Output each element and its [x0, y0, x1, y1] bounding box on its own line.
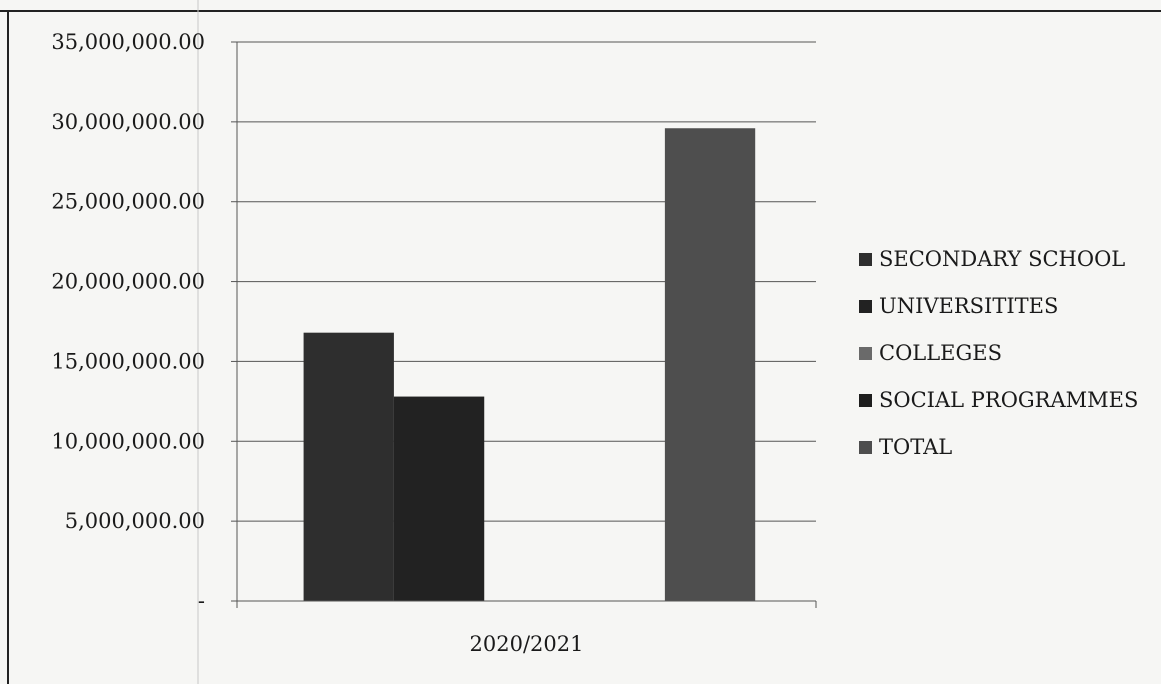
- x-tick-label: 2020/2021: [470, 632, 584, 656]
- bar-secondary-school: [303, 332, 394, 601]
- legend-label: COLLEGES: [879, 341, 1002, 365]
- y-tick-label: 20,000,000.00: [51, 270, 205, 294]
- legend-swatch: [859, 441, 872, 454]
- y-tick-label: 30,000,000.00: [51, 110, 205, 134]
- bar-universitites: [393, 396, 485, 601]
- y-tick-label: 15,000,000.00: [51, 349, 205, 373]
- bars: [303, 128, 756, 601]
- y-tick-label: -: [198, 589, 205, 613]
- legend-label: SECONDARY SCHOOL: [879, 247, 1125, 271]
- legend: SECONDARY SCHOOL UNIVERSITITES COLLEGES SOC…: [859, 247, 1138, 459]
- y-tick-label: 35,000,000.00: [51, 30, 205, 54]
- y-tick-labels: - 5,000,000.00 10,000,000.00 15,000,000.00 2…: [51, 30, 237, 613]
- legend-swatch: [859, 347, 872, 360]
- y-tick-label: 25,000,000.00: [51, 190, 205, 214]
- legend-swatch: [859, 253, 872, 266]
- legend-label: TOTAL: [879, 435, 952, 459]
- legend-label: UNIVERSITITES: [879, 294, 1058, 318]
- legend-swatch: [859, 300, 872, 313]
- bar-total: [664, 128, 756, 601]
- y-tick-label: 5,000,000.00: [65, 509, 205, 533]
- axes: [236, 42, 817, 608]
- y-tick-label: 10,000,000.00: [51, 429, 205, 453]
- legend-swatch: [859, 394, 872, 407]
- legend-label: SOCIAL PROGRAMMES: [879, 388, 1138, 412]
